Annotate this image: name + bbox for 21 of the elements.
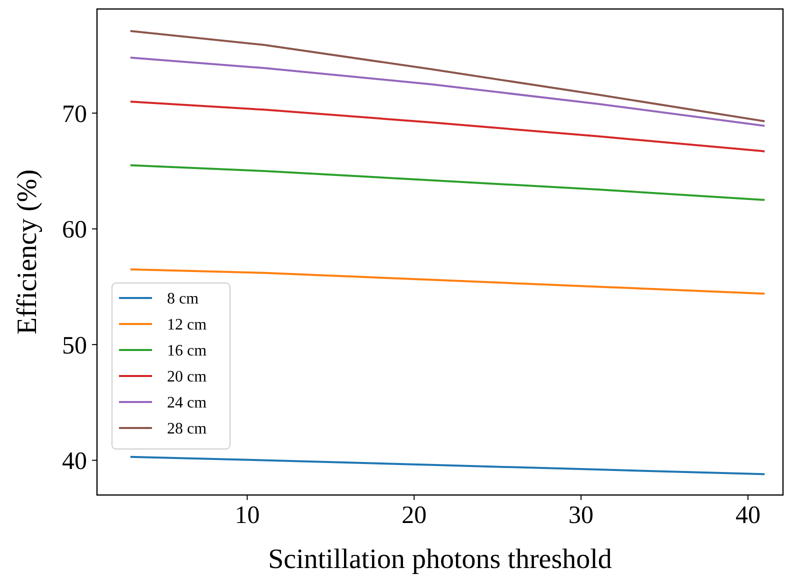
- y-tick-label: 50: [62, 332, 87, 360]
- y-tick-label: 70: [62, 100, 87, 128]
- x-tick-label: 30: [568, 502, 594, 529]
- y-axis-title: Efficiency (%): [12, 169, 43, 335]
- line-series: [129, 456, 766, 476]
- line-series: [129, 100, 766, 152]
- x-axis-title: Scintillation photons threshold: [268, 544, 612, 575]
- x-tick-label: 20: [402, 502, 427, 529]
- legend-label: 16 cm: [167, 342, 208, 360]
- legend-label: 28 cm: [167, 420, 208, 438]
- line-series: [129, 56, 766, 127]
- legend-label: 8 cm: [167, 290, 200, 308]
- y-tick-label: 40: [62, 448, 87, 476]
- line-series: [129, 164, 766, 201]
- y-tick-label: 60: [62, 216, 87, 244]
- x-tick-label: 10: [234, 502, 260, 529]
- line-series: [129, 30, 766, 122]
- legend-label: 24 cm: [167, 394, 208, 412]
- legend-label: 12 cm: [167, 316, 208, 334]
- x-tick-label: 40: [735, 502, 760, 529]
- legend-label: 20 cm: [167, 368, 208, 386]
